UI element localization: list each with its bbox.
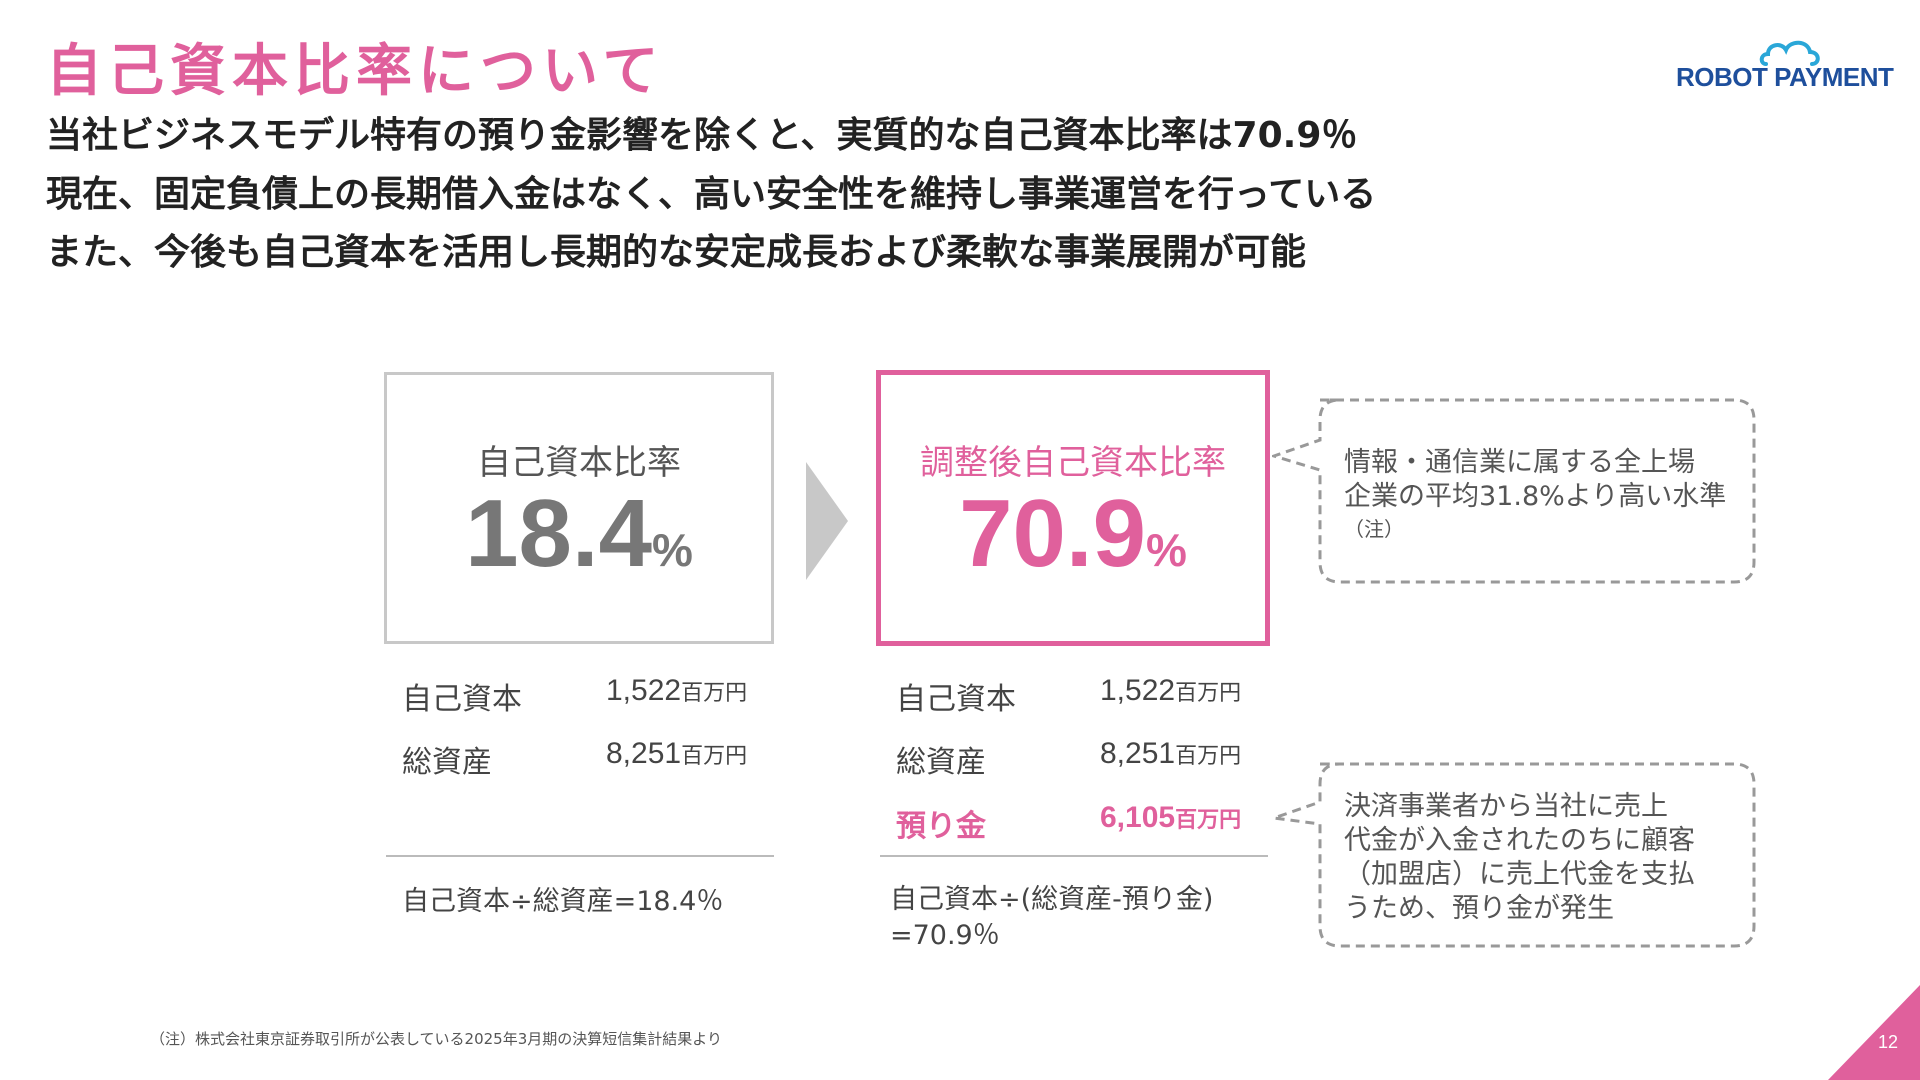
equity-ratio-number: 18.4 [465, 480, 652, 587]
deposits-value: 6,105百万円 [1100, 801, 1241, 835]
left-divider [386, 855, 774, 857]
left-assets-value: 8,251百万円 [606, 737, 747, 771]
left-equity-value: 1,522百万円 [606, 674, 747, 708]
left-equity-unit: 百万円 [681, 680, 748, 705]
callout-bottom-bubble [1273, 762, 1756, 948]
callout-top-line-2: 企業の平均31.8%より高い水準 [1344, 481, 1727, 512]
equity-ratio-box: 自己資本比率 18.4% [384, 372, 774, 644]
robot-payment-logo: ROBOT PAYMENT [1676, 36, 1896, 96]
right-formula-line-1: 自己資本÷(総資産-預り金) [890, 884, 1214, 915]
callout-bottom-line-4: うため、預り金が発生 [1344, 893, 1614, 924]
right-equity-label: 自己資本 [896, 682, 1016, 717]
left-assets-label: 総資産 [402, 745, 492, 780]
callout-bottom-line-2: 代金が入金されたのちに顧客 [1344, 825, 1695, 856]
callout-bottom-line-1: 決済事業者から当社に売上 [1344, 791, 1668, 822]
left-assets-number: 8,251 [606, 737, 682, 770]
subtitle-line-3: また、今後も自己資本を活用し長期的な安定成長および柔軟な事業展開が可能 [46, 232, 1307, 273]
page-number-corner [1828, 985, 1920, 1080]
right-formula-line-2: =70.9％ [890, 920, 1000, 951]
left-equity-label: 自己資本 [402, 682, 522, 717]
right-assets-value: 8,251百万円 [1100, 737, 1241, 771]
arrow-right-icon [806, 462, 848, 580]
cloud-icon [1759, 40, 1820, 66]
footnote: （注）株式会社東京証券取引所が公表している2025年3月期の決算短信集計結果より [150, 1030, 722, 1048]
deposits-label: 預り金 [896, 809, 986, 844]
equity-ratio-pct: % [651, 524, 693, 576]
deposits-number: 6,105 [1100, 801, 1176, 834]
adjusted-equity-ratio-box: 調整後自己資本比率 70.9% [876, 370, 1270, 646]
callout-top-bubble [1272, 398, 1756, 584]
deposits-unit: 百万円 [1175, 807, 1242, 832]
page-number: 12 [1878, 1032, 1899, 1052]
equity-ratio-value: 18.4% [387, 484, 771, 600]
adjusted-equity-ratio-label: 調整後自己資本比率 [920, 443, 1226, 483]
right-equity-number: 1,522 [1100, 674, 1176, 707]
callout-top-note: （注） [1344, 517, 1404, 541]
equity-ratio-label: 自己資本比率 [477, 443, 681, 483]
right-assets-unit: 百万円 [1175, 743, 1242, 768]
right-assets-label: 総資産 [896, 745, 986, 780]
adjusted-equity-ratio-number: 70.9 [959, 480, 1146, 587]
right-equity-unit: 百万円 [1175, 680, 1242, 705]
subtitle-line-1: 当社ビジネスモデル特有の預り金影響を除くと、実質的な自己資本比率は70.9％ [46, 115, 1358, 156]
left-formula: 自己資本÷総資産=18.4％ [402, 886, 724, 917]
adjusted-equity-ratio-pct: % [1145, 524, 1187, 576]
subtitle-line-2: 現在、固定負債上の長期借入金はなく、高い安全性を維持し事業運営を行っている [46, 174, 1377, 215]
left-equity-number: 1,522 [606, 674, 682, 707]
right-assets-number: 8,251 [1100, 737, 1176, 770]
callout-bottom-line-3: （加盟店）に売上代金を支払 [1344, 859, 1695, 890]
right-equity-value: 1,522百万円 [1100, 674, 1241, 708]
callout-top-line-1: 情報・通信業に属する全上場 [1344, 447, 1695, 478]
right-divider [880, 855, 1268, 857]
logo-text: ROBOT PAYMENT [1676, 62, 1894, 92]
left-assets-unit: 百万円 [681, 743, 748, 768]
page-title: 自己資本比率について [46, 39, 665, 104]
adjusted-equity-ratio-value: 70.9% [881, 484, 1265, 600]
